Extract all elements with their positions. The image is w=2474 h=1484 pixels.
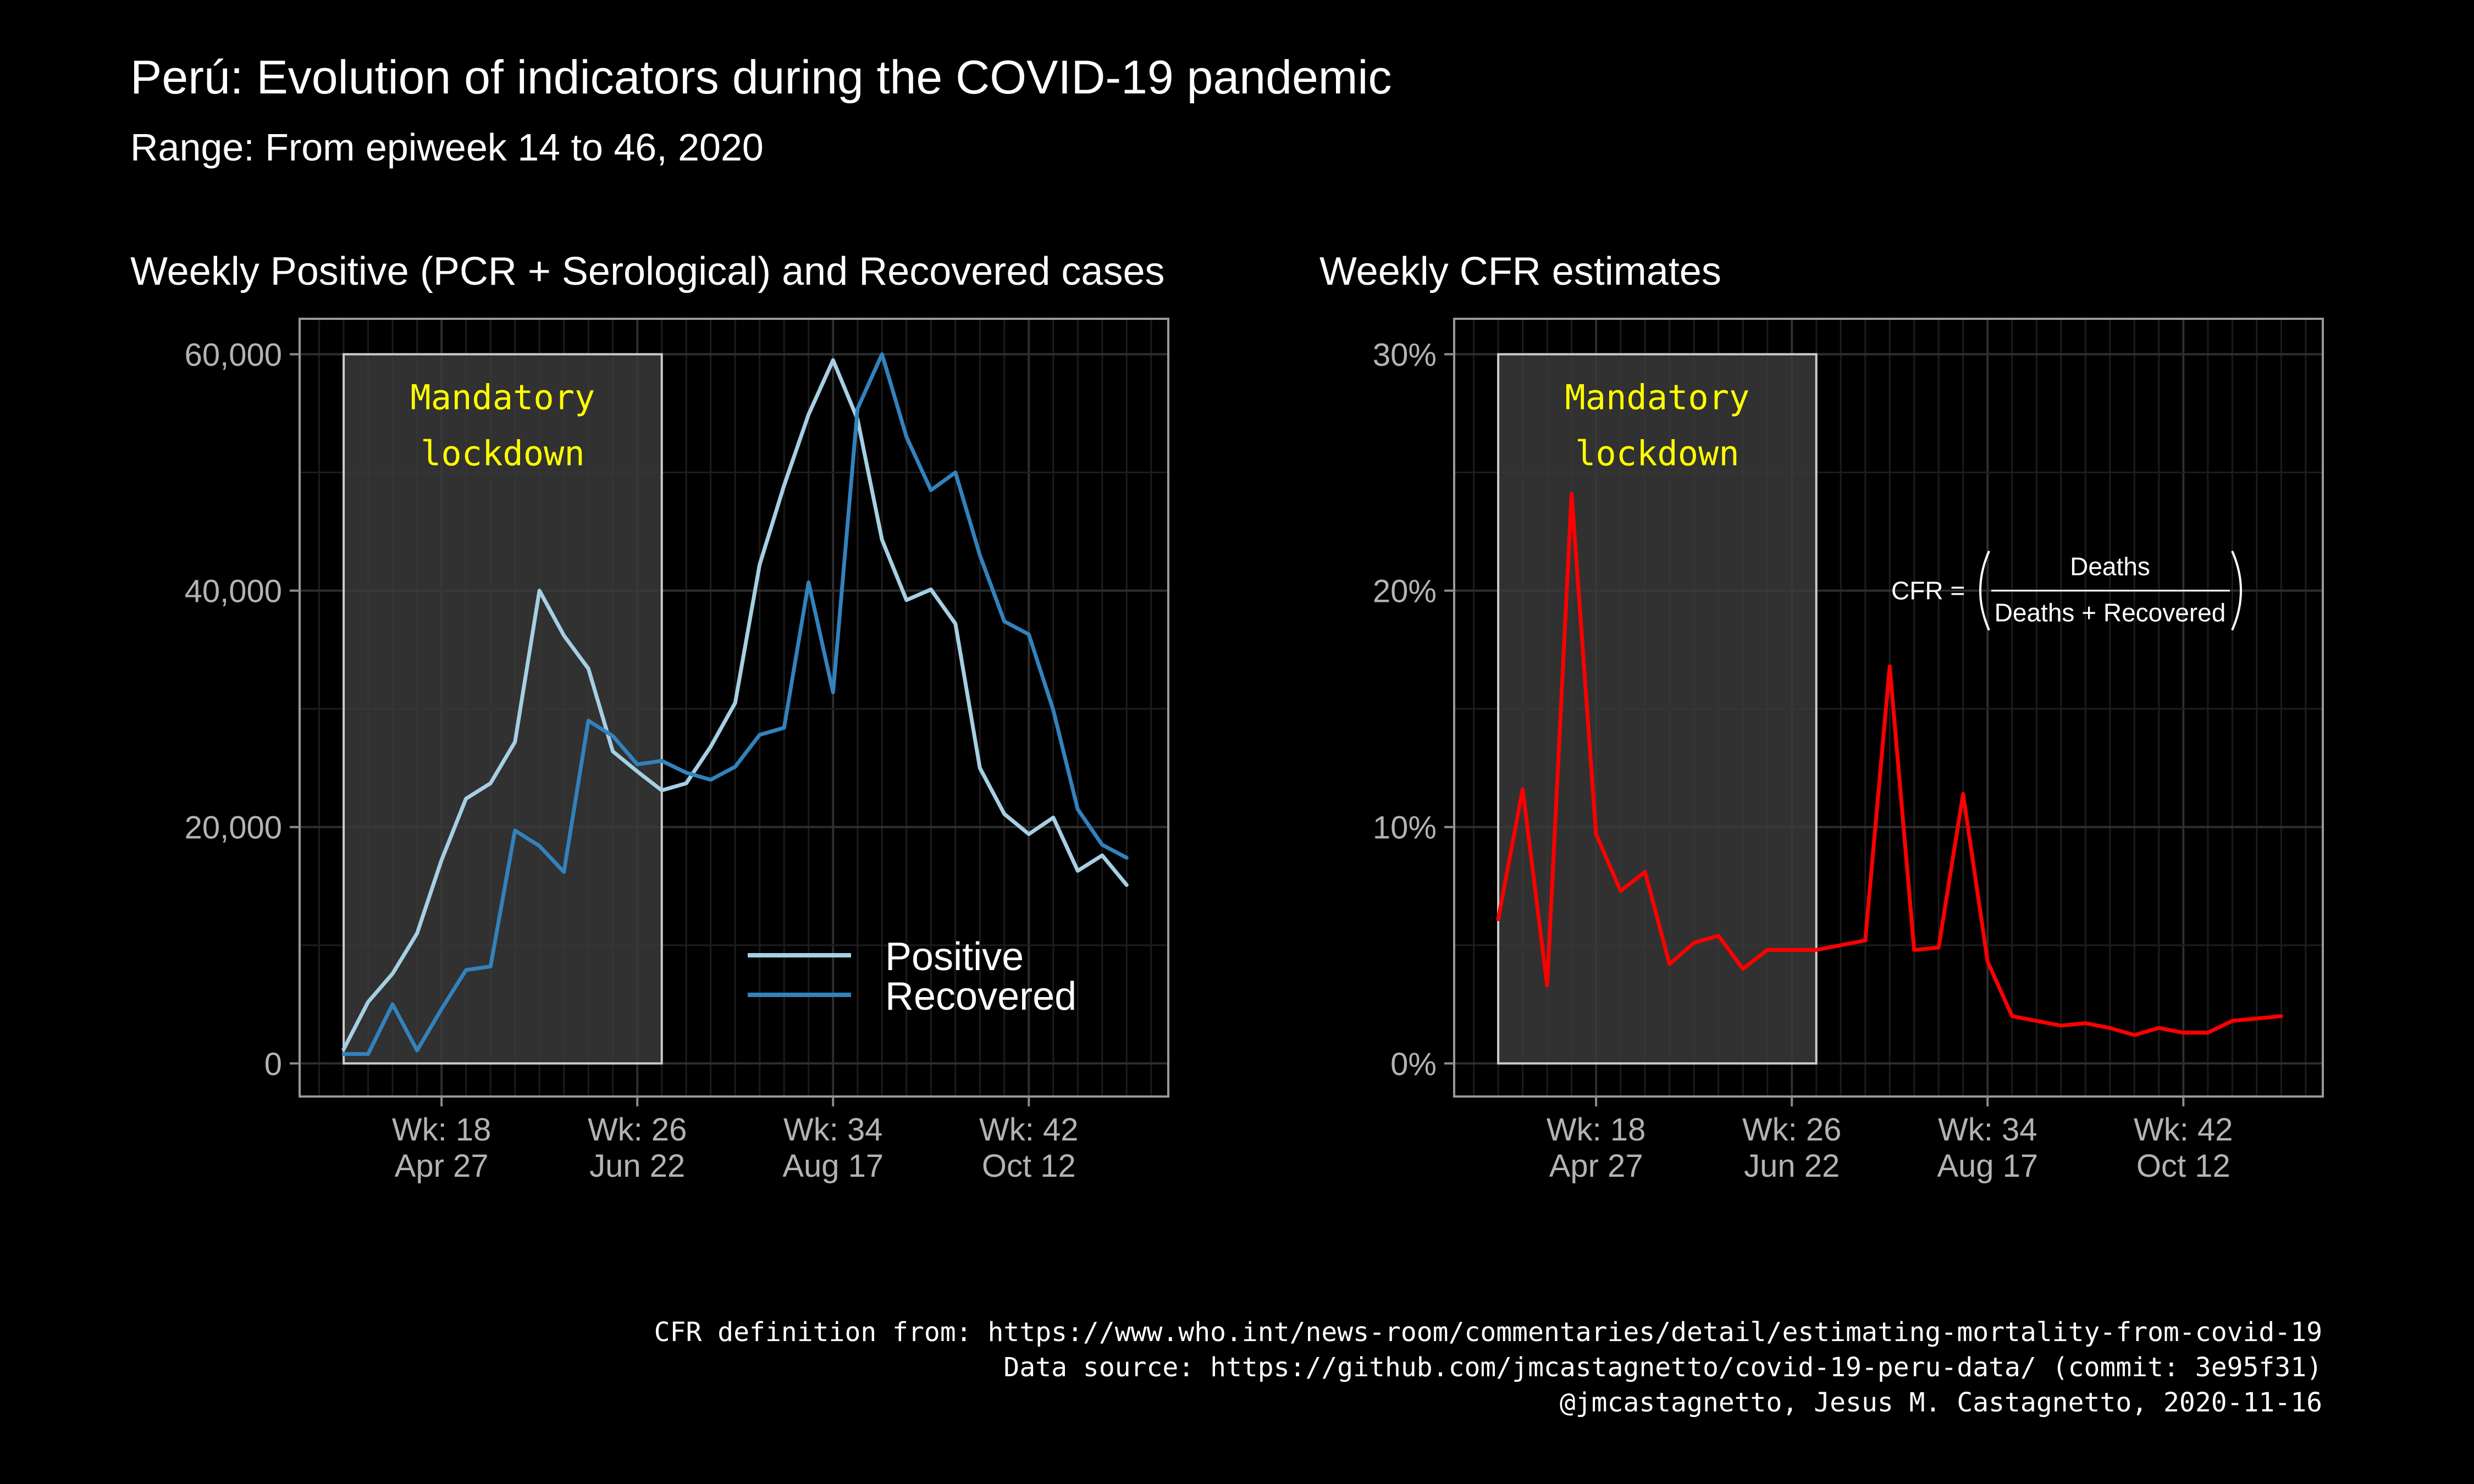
series-group (341, 352, 1129, 1056)
x-tick-date-label: Apr 27 (395, 1148, 489, 1184)
x-tick-week-label: Wk: 34 (1938, 1112, 2037, 1148)
lockdown-region (343, 353, 663, 1065)
caption-line-3: @jmcastagnetto, Jesus M. Castagnetto, 20… (1560, 1387, 2322, 1418)
x-tick-week-label: Wk: 34 (783, 1112, 883, 1148)
caption-line-2: Data source: https://github.com/jmcastag… (1003, 1352, 2322, 1383)
y-tick-label: 0% (1390, 1046, 1437, 1082)
x-tick-week-label: Wk: 18 (392, 1112, 492, 1148)
x-tick-date-label: Aug 17 (782, 1148, 883, 1184)
y-tick-label: 0 (264, 1046, 282, 1082)
caption-line-1: CFR definition from: https://www.who.int… (654, 1317, 2322, 1348)
x-tick-week-label: Wk: 26 (1742, 1112, 1842, 1148)
figure-title: Perú: Evolution of indicators during the… (130, 51, 1392, 104)
x-tick-date-label: Aug 17 (1937, 1148, 2038, 1184)
formula-right-paren (2231, 550, 2242, 631)
cfr-formula: CFR = Deaths Deaths + Recovered (1891, 550, 2242, 631)
legend-label-positive: Positive (885, 935, 1024, 979)
lockdown-label-line-1: Mandatory (1565, 378, 1749, 418)
panel-border (1453, 318, 2324, 1098)
left-chart-title: Weekly Positive (PCR + Serological) and … (130, 250, 1165, 294)
x-tick-week-label: Wk: 42 (979, 1112, 1079, 1148)
y-tick-label: 30% (1373, 337, 1437, 373)
x-tick-date-label: Apr 27 (1549, 1148, 1643, 1184)
x-tick-date-label: Jun 22 (1744, 1148, 1840, 1184)
x-tick-week-label: Wk: 26 (588, 1112, 687, 1148)
y-tick-label: 40,000 (185, 574, 282, 610)
y-tick-label: 60,000 (185, 337, 282, 373)
formula-left-paren (1979, 550, 1990, 631)
panel-border (299, 318, 1169, 1098)
x-tick-date-label: Oct 12 (982, 1148, 1076, 1184)
y-tick-label: 20% (1373, 574, 1437, 610)
lockdown-label-line-2: lockdown (421, 434, 585, 474)
formula-lhs: CFR = (1891, 577, 1965, 605)
series-line-recovered (341, 352, 1129, 1056)
y-tick-label: 10% (1373, 810, 1437, 846)
x-tick-week-label: Wk: 18 (1547, 1112, 1646, 1148)
x-tick-date-label: Oct 12 (2136, 1148, 2230, 1184)
figure-subtitle: Range: From epiweek 14 to 46, 2020 (130, 126, 764, 169)
series-group (1496, 491, 2283, 1037)
positive-recovered-chart: Mandatory lockdown 0 20,000 40,000 60,000 Wk: … (185, 318, 1169, 1184)
legend-label-recovered: Recovered (885, 974, 1076, 1018)
y-tick-label: 20,000 (185, 810, 282, 846)
lockdown-label-line-2: lockdown (1575, 434, 1739, 474)
right-chart-title: Weekly CFR estimates (1319, 250, 1721, 294)
lockdown-label-line-1: Mandatory (410, 378, 595, 418)
lockdown-region (1497, 353, 1818, 1065)
series-line-cfr (1496, 491, 2283, 1037)
formula-denominator: Deaths + Recovered (1995, 599, 2226, 627)
x-tick-week-label: Wk: 42 (2134, 1112, 2233, 1148)
series-line-positive (341, 358, 1129, 1051)
x-tick-date-label: Jun 22 (589, 1148, 685, 1184)
formula-numerator: Deaths (2070, 552, 2150, 581)
